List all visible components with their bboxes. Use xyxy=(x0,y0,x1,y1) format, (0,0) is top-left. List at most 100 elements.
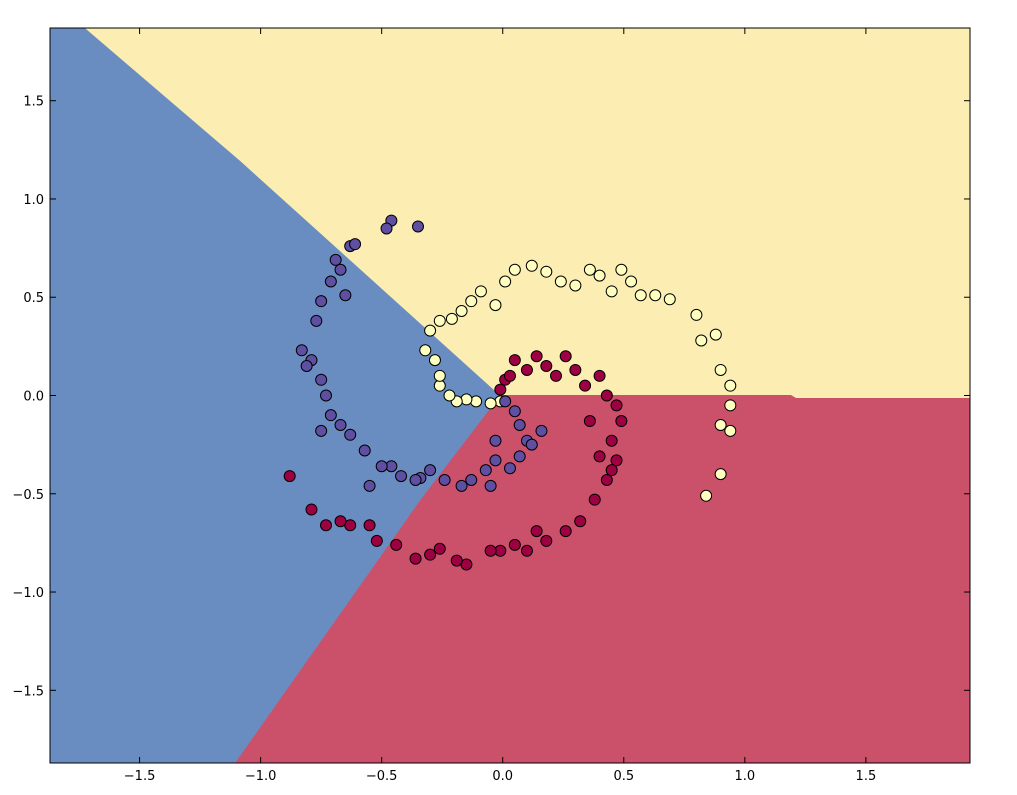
point xyxy=(690,308,703,321)
axes: −1.5 −1.0 −0.5 0.0 0.5 1.0 1.5 −1.5 −1.0 −0.5 0.0 0… xyxy=(12,28,970,784)
point xyxy=(412,220,424,233)
x-tick-label: 0.5 xyxy=(613,769,634,784)
point xyxy=(550,369,562,382)
point xyxy=(574,515,587,528)
point xyxy=(508,263,521,276)
x-tick-label: −1.5 xyxy=(124,769,156,784)
point xyxy=(470,395,483,408)
point xyxy=(370,534,383,547)
x-tick-label: 1.0 xyxy=(734,769,755,784)
point xyxy=(315,424,328,437)
point xyxy=(554,275,567,288)
point xyxy=(625,275,638,288)
point xyxy=(484,397,497,410)
point xyxy=(504,369,516,382)
point xyxy=(535,424,548,437)
point xyxy=(525,259,538,272)
point xyxy=(504,462,516,475)
point xyxy=(714,363,727,376)
point xyxy=(329,253,342,266)
point xyxy=(443,389,456,402)
point xyxy=(455,479,468,492)
point xyxy=(663,293,676,306)
point xyxy=(649,289,662,302)
y-tick-label: −1.5 xyxy=(12,684,44,699)
point xyxy=(494,383,507,396)
point xyxy=(283,470,296,483)
point xyxy=(593,269,606,282)
point xyxy=(349,238,362,251)
point xyxy=(320,389,332,402)
point xyxy=(310,314,323,327)
x-tick-label: 0.0 xyxy=(492,769,513,784)
point xyxy=(320,519,332,532)
point xyxy=(700,489,713,502)
point xyxy=(489,454,502,467)
point xyxy=(489,299,502,312)
point xyxy=(409,552,422,565)
point xyxy=(559,350,572,363)
point xyxy=(450,554,463,567)
point xyxy=(465,295,478,308)
point xyxy=(460,393,473,406)
point xyxy=(520,363,533,376)
point xyxy=(433,369,446,382)
x-tick-label: −0.5 xyxy=(366,769,398,784)
point xyxy=(424,464,437,477)
point xyxy=(530,350,543,363)
point xyxy=(508,538,521,551)
point xyxy=(334,263,347,276)
point xyxy=(300,360,313,373)
point xyxy=(615,415,628,428)
point xyxy=(334,515,347,528)
point xyxy=(424,548,437,561)
point xyxy=(634,289,647,302)
point xyxy=(540,265,553,278)
point xyxy=(540,360,553,373)
point xyxy=(605,434,618,447)
point xyxy=(593,369,606,382)
point xyxy=(513,418,526,431)
point xyxy=(508,354,521,367)
point xyxy=(465,474,478,487)
point xyxy=(363,479,376,492)
point xyxy=(520,544,533,557)
point xyxy=(513,450,526,463)
point xyxy=(363,519,376,532)
point xyxy=(530,525,543,538)
point xyxy=(569,279,582,292)
point xyxy=(724,399,737,412)
point xyxy=(499,395,512,408)
point xyxy=(610,399,623,412)
x-tick-label: −1.0 xyxy=(245,769,277,784)
point xyxy=(433,314,446,327)
point xyxy=(714,418,727,431)
point xyxy=(479,464,492,477)
point xyxy=(489,434,502,447)
point xyxy=(438,474,451,487)
point xyxy=(508,405,521,418)
y-tick-label: −1.0 xyxy=(12,586,44,601)
point xyxy=(583,263,596,276)
point xyxy=(445,312,458,325)
point xyxy=(409,474,422,487)
point xyxy=(709,328,722,341)
point xyxy=(610,454,623,467)
point xyxy=(714,468,727,481)
point xyxy=(484,479,497,492)
point xyxy=(484,544,497,557)
point xyxy=(605,285,618,298)
point xyxy=(419,344,432,357)
point xyxy=(324,275,337,288)
point xyxy=(474,285,487,298)
point xyxy=(579,379,592,392)
y-tick-label: 1.0 xyxy=(23,193,44,208)
point xyxy=(724,379,737,392)
point xyxy=(324,409,337,422)
y-tick-label: −0.5 xyxy=(12,488,44,503)
point xyxy=(615,263,628,276)
point xyxy=(695,334,708,347)
point xyxy=(428,354,441,367)
point xyxy=(390,538,403,551)
